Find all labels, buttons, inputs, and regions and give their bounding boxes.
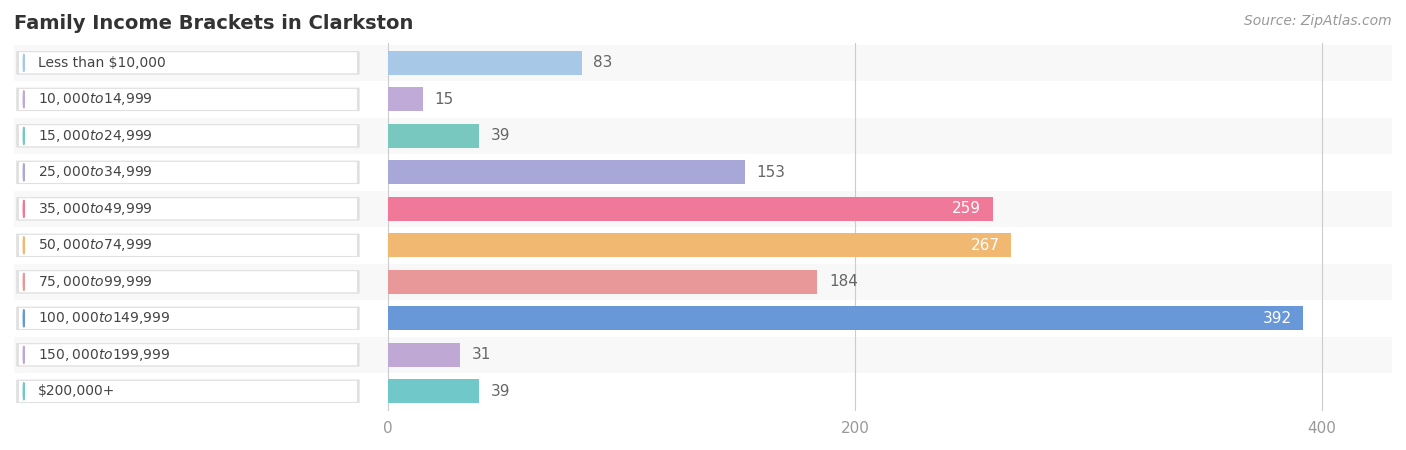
Bar xyxy=(14,300,1392,337)
FancyBboxPatch shape xyxy=(17,234,360,257)
FancyBboxPatch shape xyxy=(17,51,360,75)
Text: 31: 31 xyxy=(472,347,491,362)
FancyBboxPatch shape xyxy=(18,234,357,256)
FancyBboxPatch shape xyxy=(18,271,357,293)
Text: $25,000 to $34,999: $25,000 to $34,999 xyxy=(38,164,153,180)
FancyBboxPatch shape xyxy=(17,343,360,367)
Bar xyxy=(14,337,1392,373)
Text: 83: 83 xyxy=(593,55,613,70)
FancyBboxPatch shape xyxy=(18,198,357,220)
Text: 153: 153 xyxy=(756,165,786,180)
Text: 15: 15 xyxy=(434,92,454,107)
Text: $10,000 to $14,999: $10,000 to $14,999 xyxy=(38,91,153,108)
Bar xyxy=(388,87,423,111)
FancyBboxPatch shape xyxy=(17,161,360,184)
FancyBboxPatch shape xyxy=(18,52,357,74)
Text: $100,000 to $149,999: $100,000 to $149,999 xyxy=(38,310,170,326)
FancyBboxPatch shape xyxy=(17,380,360,403)
Bar xyxy=(14,264,1392,300)
FancyBboxPatch shape xyxy=(17,270,360,293)
Text: $75,000 to $99,999: $75,000 to $99,999 xyxy=(38,274,153,290)
Text: Source: ZipAtlas.com: Source: ZipAtlas.com xyxy=(1244,14,1392,27)
FancyBboxPatch shape xyxy=(18,344,357,366)
Text: 259: 259 xyxy=(952,201,981,216)
Bar xyxy=(388,306,1303,330)
Text: $150,000 to $199,999: $150,000 to $199,999 xyxy=(38,347,170,363)
Bar xyxy=(14,81,1392,117)
Bar xyxy=(14,45,1392,81)
Bar xyxy=(14,373,1392,410)
Text: 392: 392 xyxy=(1263,311,1292,326)
Bar xyxy=(14,154,1392,191)
Bar xyxy=(388,234,1011,257)
Text: 39: 39 xyxy=(491,128,510,144)
Bar xyxy=(388,161,745,184)
Bar xyxy=(388,270,817,294)
Text: $35,000 to $49,999: $35,000 to $49,999 xyxy=(38,201,153,217)
Bar xyxy=(14,227,1392,264)
FancyBboxPatch shape xyxy=(18,162,357,183)
Text: 267: 267 xyxy=(970,238,1000,253)
Bar xyxy=(388,51,582,75)
Text: Less than $10,000: Less than $10,000 xyxy=(38,56,166,70)
Text: 39: 39 xyxy=(491,384,510,399)
FancyBboxPatch shape xyxy=(17,88,360,111)
Text: $15,000 to $24,999: $15,000 to $24,999 xyxy=(38,128,153,144)
Bar xyxy=(14,117,1392,154)
Bar xyxy=(388,124,479,148)
Bar xyxy=(388,343,460,367)
Bar xyxy=(388,379,479,403)
Bar xyxy=(14,191,1392,227)
FancyBboxPatch shape xyxy=(18,88,357,110)
FancyBboxPatch shape xyxy=(18,125,357,147)
FancyBboxPatch shape xyxy=(17,124,360,148)
Text: $50,000 to $74,999: $50,000 to $74,999 xyxy=(38,237,153,253)
FancyBboxPatch shape xyxy=(17,306,360,330)
Text: $200,000+: $200,000+ xyxy=(38,384,115,398)
Text: 184: 184 xyxy=(830,274,858,289)
Bar xyxy=(388,197,993,220)
FancyBboxPatch shape xyxy=(18,307,357,329)
Text: Family Income Brackets in Clarkston: Family Income Brackets in Clarkston xyxy=(14,14,413,33)
FancyBboxPatch shape xyxy=(18,380,357,402)
FancyBboxPatch shape xyxy=(17,197,360,220)
